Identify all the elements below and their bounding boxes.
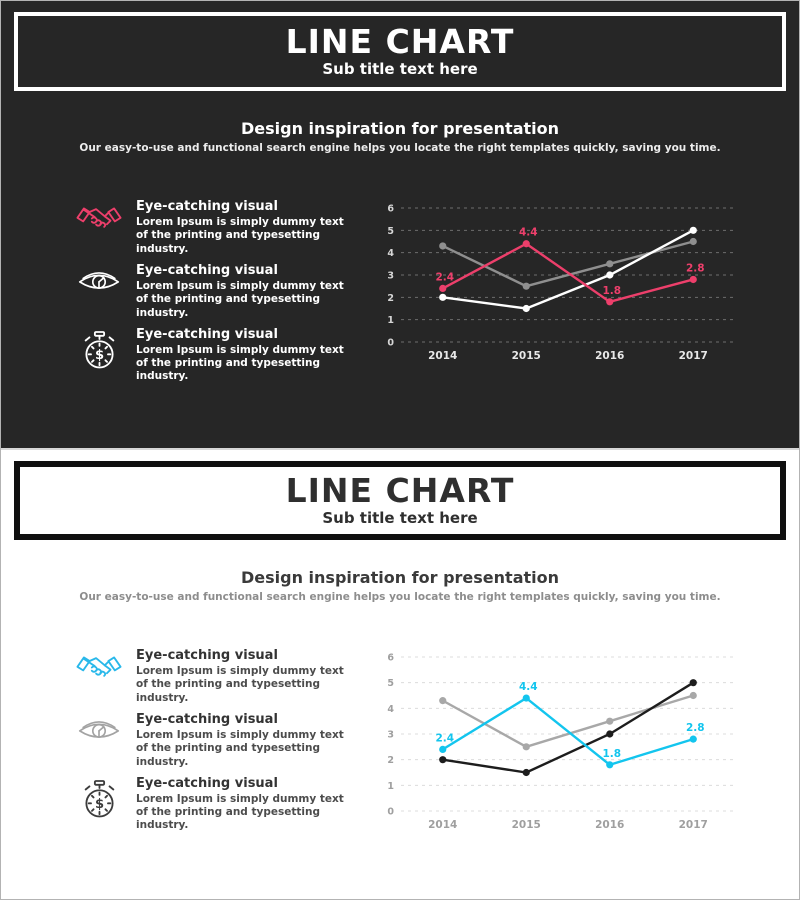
svg-text:2.4: 2.4 bbox=[435, 271, 454, 283]
feature-title: Eye-catching visual bbox=[136, 326, 278, 342]
feature-body: Lorem Ipsum is simply dummy text of the … bbox=[136, 215, 344, 255]
feature-list: Eye-catching visual Lorem Ipsum is simpl… bbox=[75, 199, 375, 392]
stopwatch-icon bbox=[75, 328, 123, 384]
section-heading-title: Design inspiration for presentation bbox=[241, 119, 559, 138]
svg-text:6: 6 bbox=[387, 653, 394, 664]
slide-subtitle: Sub title text here bbox=[322, 60, 478, 79]
slide-dark: LINE CHART Sub title text here Design in… bbox=[1, 1, 799, 450]
slide-content: Eye-catching visual Lorem Ipsum is simpl… bbox=[1, 199, 799, 392]
svg-text:3: 3 bbox=[387, 271, 394, 282]
line-chart: 0 1 2 3 4 5 6 2014 2015 2016 2017 2.4 4.4 1.8 2.8 bbox=[375, 200, 743, 372]
handshake-icon bbox=[75, 649, 123, 705]
svg-text:0: 0 bbox=[387, 338, 394, 349]
svg-text:2016: 2016 bbox=[595, 819, 624, 831]
svg-text:4: 4 bbox=[387, 704, 394, 715]
svg-text:5: 5 bbox=[387, 678, 394, 689]
svg-text:5: 5 bbox=[387, 226, 394, 237]
line-chart: 0 1 2 3 4 5 6 2014 2015 2016 2017 2.4 4.4 1.8 2.8 bbox=[375, 649, 743, 841]
section-heading: Design inspiration for presentation Our … bbox=[1, 568, 799, 603]
svg-text:4.4: 4.4 bbox=[519, 227, 538, 239]
eye-icon bbox=[75, 713, 123, 769]
feature-body: Lorem Ipsum is simply dummy text of the … bbox=[136, 728, 344, 768]
section-heading-subtitle: Our easy-to-use and functional search en… bbox=[79, 142, 721, 154]
svg-text:4: 4 bbox=[387, 248, 394, 259]
feature-list: Eye-catching visual Lorem Ipsum is simpl… bbox=[75, 648, 375, 841]
feature-title: Eye-catching visual bbox=[136, 775, 278, 791]
svg-text:1: 1 bbox=[387, 781, 394, 792]
handshake-icon bbox=[75, 200, 123, 256]
feature-item: Eye-catching visual Lorem Ipsum is simpl… bbox=[75, 648, 375, 705]
svg-text:4.4: 4.4 bbox=[519, 681, 538, 693]
feature-item: Eye-catching visual Lorem Ipsum is simpl… bbox=[75, 262, 375, 320]
eye-icon bbox=[75, 264, 123, 320]
svg-text:1.8: 1.8 bbox=[602, 285, 621, 297]
svg-text:3: 3 bbox=[387, 730, 394, 741]
slide-light: LINE CHART Sub title text here Design in… bbox=[1, 450, 799, 899]
feature-item: Eye-catching visual Lorem Ipsum is simpl… bbox=[75, 775, 375, 833]
svg-text:1: 1 bbox=[387, 315, 394, 326]
svg-text:1.8: 1.8 bbox=[602, 748, 621, 760]
svg-text:0: 0 bbox=[387, 807, 394, 818]
feature-title: Eye-catching visual bbox=[136, 199, 278, 214]
feature-title: Eye-catching visual bbox=[136, 262, 278, 278]
svg-text:2.4: 2.4 bbox=[435, 732, 454, 744]
feature-title: Eye-catching visual bbox=[136, 648, 278, 663]
feature-body: Lorem Ipsum is simply dummy text of the … bbox=[136, 792, 344, 832]
stopwatch-icon bbox=[75, 777, 123, 833]
section-heading-title: Design inspiration for presentation bbox=[241, 568, 559, 587]
feature-body: Lorem Ipsum is simply dummy text of the … bbox=[136, 343, 344, 383]
svg-text:2: 2 bbox=[387, 755, 394, 766]
svg-text:2015: 2015 bbox=[512, 350, 541, 362]
section-heading: Design inspiration for presentation Our … bbox=[1, 119, 799, 154]
feature-body: Lorem Ipsum is simply dummy text of the … bbox=[136, 664, 344, 704]
svg-text:2017: 2017 bbox=[679, 350, 708, 362]
section-heading-subtitle: Our easy-to-use and functional search en… bbox=[79, 591, 721, 603]
feature-item: Eye-catching visual Lorem Ipsum is simpl… bbox=[75, 326, 375, 384]
svg-text:2014: 2014 bbox=[428, 819, 457, 831]
svg-text:2.8: 2.8 bbox=[686, 722, 705, 734]
svg-text:2: 2 bbox=[387, 293, 394, 304]
svg-text:2016: 2016 bbox=[595, 350, 624, 362]
svg-text:2.8: 2.8 bbox=[686, 262, 705, 274]
feature-title: Eye-catching visual bbox=[136, 711, 278, 727]
feature-body: Lorem Ipsum is simply dummy text of the … bbox=[136, 279, 344, 319]
feature-item: Eye-catching visual Lorem Ipsum is simpl… bbox=[75, 711, 375, 769]
title-box: LINE CHART Sub title text here bbox=[14, 12, 786, 91]
feature-item: Eye-catching visual Lorem Ipsum is simpl… bbox=[75, 199, 375, 256]
slide-content: Eye-catching visual Lorem Ipsum is simpl… bbox=[1, 648, 799, 841]
title-box: LINE CHART Sub title text here bbox=[14, 461, 786, 540]
svg-text:6: 6 bbox=[387, 204, 394, 215]
svg-text:2015: 2015 bbox=[512, 819, 541, 831]
slide-subtitle: Sub title text here bbox=[322, 509, 478, 528]
svg-text:2017: 2017 bbox=[679, 819, 708, 831]
slide-title: LINE CHART bbox=[285, 470, 515, 510]
slide-title: LINE CHART bbox=[285, 21, 515, 61]
svg-text:2014: 2014 bbox=[428, 350, 457, 362]
